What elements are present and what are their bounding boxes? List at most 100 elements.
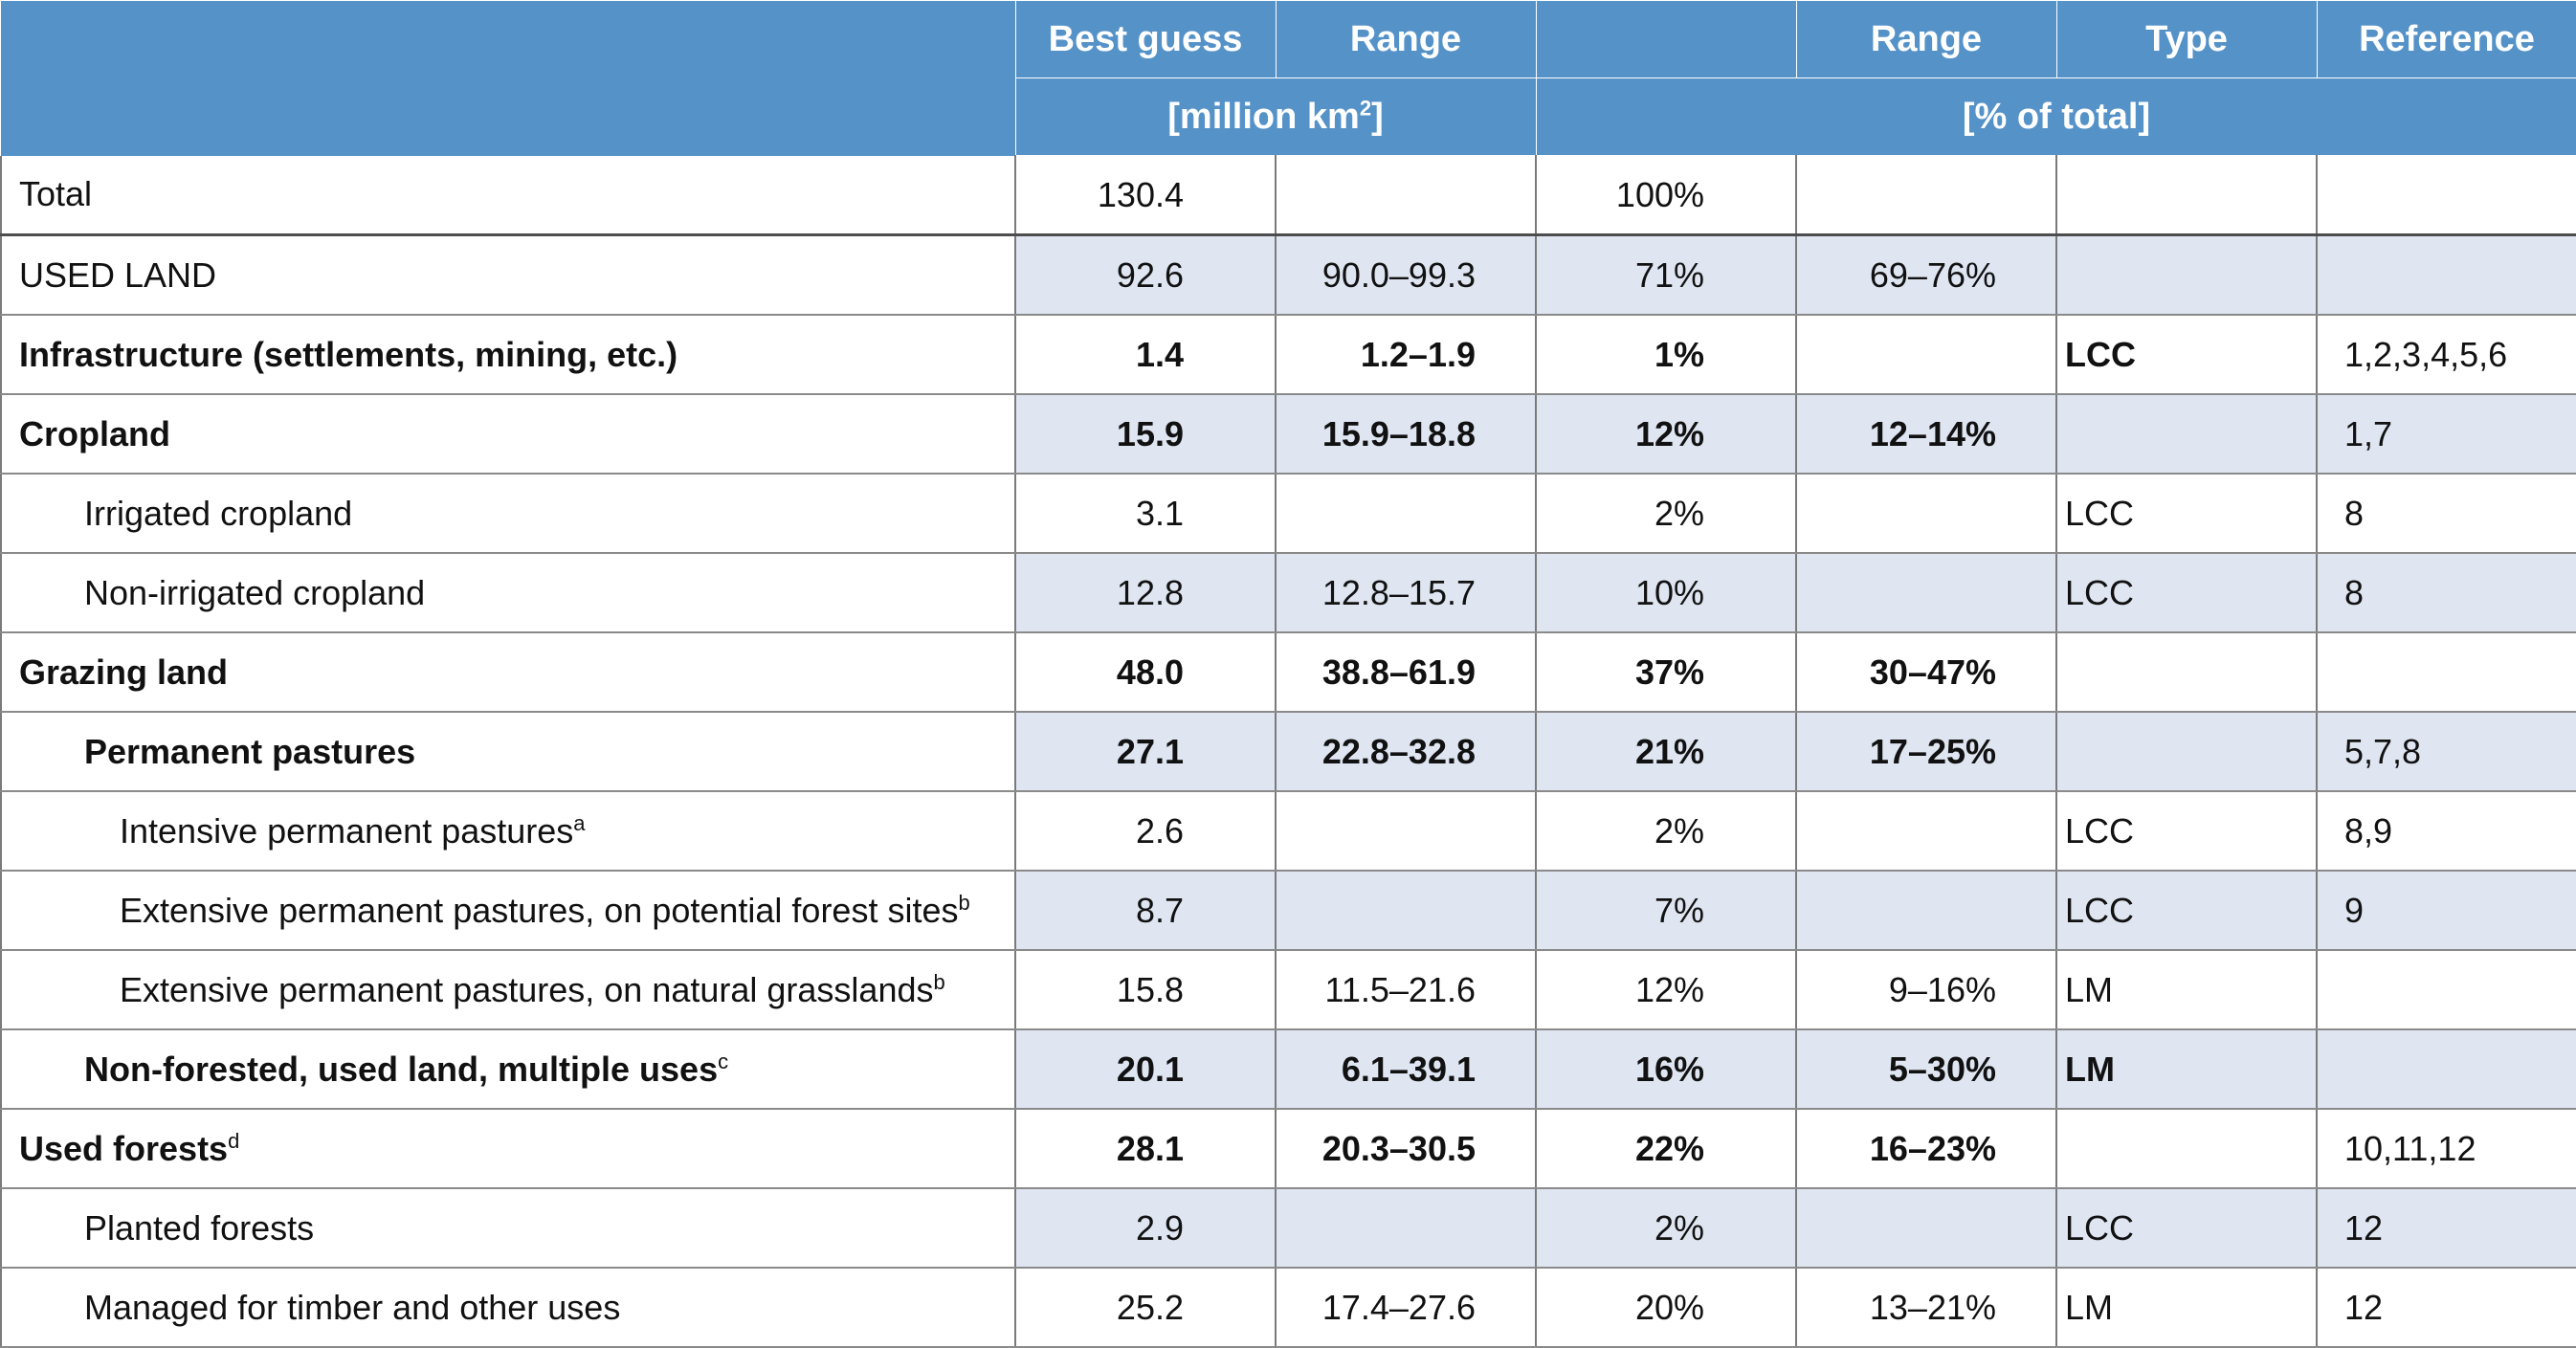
cell-best-guess: 15.8 xyxy=(1014,950,1277,1030)
row-label: Cropland xyxy=(0,394,1016,475)
cell-reference xyxy=(2316,155,2576,236)
cell-percent: 7% xyxy=(1535,871,1797,951)
cell-reference xyxy=(2316,950,2576,1030)
cell-percent: 2% xyxy=(1535,1188,1797,1269)
table-row-intensive-permanent-pastures: Intensive permanent pasturesa 2.6 2% LCC… xyxy=(0,791,2576,872)
cell-percent: 16% xyxy=(1535,1029,1797,1110)
table-row-planted-forests: Planted forests 2.9 2% LCC 12 xyxy=(0,1188,2576,1269)
cell-range xyxy=(1275,155,1537,236)
cell-type xyxy=(2055,394,2318,475)
cell-range xyxy=(1275,1188,1537,1269)
cell-percent: 12% xyxy=(1535,950,1797,1030)
cell-percent: 2% xyxy=(1535,474,1797,554)
cell-type: LCC xyxy=(2055,553,2318,633)
cell-range: 17.4–27.6 xyxy=(1275,1268,1537,1348)
cell-reference: 8,9 xyxy=(2316,791,2576,872)
cell-reference: 1,2,3,4,5,6 xyxy=(2316,315,2576,395)
cell-best-guess: 48.0 xyxy=(1014,632,1277,713)
header-range-area: Range xyxy=(1275,0,1537,78)
cell-reference: 1,7 xyxy=(2316,394,2576,475)
footnote-marker: d xyxy=(228,1128,240,1153)
cell-best-guess: 12.8 xyxy=(1014,553,1277,633)
footnote-marker: b xyxy=(958,890,970,915)
header-row-2: [million km2] [% of total] xyxy=(1,77,2576,156)
cell-percent-range xyxy=(1795,791,2057,872)
table-row-used-forests: Used forestsd 28.1 20.3–30.5 22% 16–23% … xyxy=(0,1109,2576,1189)
cell-type: LM xyxy=(2055,1268,2318,1348)
header-unit-area: [million km2] xyxy=(1014,77,1537,156)
row-label: Non-irrigated cropland xyxy=(0,553,1016,633)
cell-percent: 2% xyxy=(1535,791,1797,872)
header-unit-percent: [% of total] xyxy=(1535,77,2576,156)
cell-best-guess: 92.6 xyxy=(1014,234,1277,316)
cell-type: LCC xyxy=(2055,315,2318,395)
cell-best-guess: 8.7 xyxy=(1014,871,1277,951)
header-row-1: Best guess Range Range Type Reference xyxy=(1,0,2576,156)
cell-type: LCC xyxy=(2055,871,2318,951)
header-blank-percent xyxy=(1535,0,1797,78)
cell-percent-range xyxy=(1795,871,2057,951)
cell-reference: 12 xyxy=(2316,1188,2576,1269)
row-label: Planted forests xyxy=(0,1188,1016,1269)
cell-percent-range xyxy=(1795,1188,2057,1269)
footnote-marker: b xyxy=(933,969,945,994)
cell-reference: 8 xyxy=(2316,553,2576,633)
cell-reference: 9 xyxy=(2316,871,2576,951)
unit-area-superscript: 2 xyxy=(1359,95,1372,120)
cell-reference xyxy=(2316,1029,2576,1110)
row-label: Used forestsd xyxy=(0,1109,1016,1189)
cell-range: 1.2–1.9 xyxy=(1275,315,1537,395)
unit-area-prefix: [million km xyxy=(1167,96,1360,137)
cell-percent: 100% xyxy=(1535,155,1797,236)
table-row-cropland: Cropland 15.9 15.9–18.8 12% 12–14% 1,7 xyxy=(0,394,2576,475)
cell-best-guess: 27.1 xyxy=(1014,712,1277,792)
cell-reference: 10,11,12 xyxy=(2316,1109,2576,1189)
table-row-infrastructure: Infrastructure (settlements, mining, etc… xyxy=(0,315,2576,395)
cell-percent-range xyxy=(1795,155,2057,236)
cell-range: 15.9–18.8 xyxy=(1275,394,1537,475)
cell-range: 12.8–15.7 xyxy=(1275,553,1537,633)
header-blank-cell xyxy=(1,0,1015,156)
table-row-irrigated-cropland: Irrigated cropland 3.1 2% LCC 8 xyxy=(0,474,2576,554)
table-row-total: Total 130.4 100% xyxy=(0,155,2576,236)
table-row-non-forested-multiple-uses: Non-forested, used land, multiple usesc … xyxy=(0,1029,2576,1110)
table-row-grazing-land: Grazing land 48.0 38.8–61.9 37% 30–47% xyxy=(0,632,2576,713)
cell-percent-range: 9–16% xyxy=(1795,950,2057,1030)
cell-type xyxy=(2055,234,2318,316)
cell-type: LCC xyxy=(2055,1188,2318,1269)
cell-range: 38.8–61.9 xyxy=(1275,632,1537,713)
cell-type xyxy=(2055,155,2318,236)
row-label: Managed for timber and other uses xyxy=(0,1268,1016,1348)
header-type: Type xyxy=(2055,0,2318,78)
cell-best-guess: 25.2 xyxy=(1014,1268,1277,1348)
cell-percent-range: 30–47% xyxy=(1795,632,2057,713)
cell-range xyxy=(1275,474,1537,554)
row-label: USED LAND xyxy=(0,234,1016,316)
cell-reference: 5,7,8 xyxy=(2316,712,2576,792)
cell-type xyxy=(2055,632,2318,713)
row-label: Grazing land xyxy=(0,632,1016,713)
table-row-extensive-pastures-grasslands: Extensive permanent pastures, on natural… xyxy=(0,950,2576,1030)
cell-range: 90.0–99.3 xyxy=(1275,234,1537,316)
header-best-guess: Best guess xyxy=(1014,0,1277,78)
cell-type xyxy=(2055,1109,2318,1189)
cell-percent-range: 69–76% xyxy=(1795,234,2057,316)
cell-type xyxy=(2055,712,2318,792)
cell-type: LCC xyxy=(2055,791,2318,872)
cell-percent: 12% xyxy=(1535,394,1797,475)
row-label: Irrigated cropland xyxy=(0,474,1016,554)
cell-range: 6.1–39.1 xyxy=(1275,1029,1537,1110)
cell-best-guess: 2.6 xyxy=(1014,791,1277,872)
cell-percent-range: 17–25% xyxy=(1795,712,2057,792)
table-row-used-land: USED LAND 92.6 90.0–99.3 71% 69–76% xyxy=(0,234,2576,316)
cell-percent-range: 13–21% xyxy=(1795,1268,2057,1348)
table-row-non-irrigated-cropland: Non-irrigated cropland 12.8 12.8–15.7 10… xyxy=(0,553,2576,633)
cell-best-guess: 3.1 xyxy=(1014,474,1277,554)
cell-percent: 37% xyxy=(1535,632,1797,713)
table-row-managed-timber: Managed for timber and other uses 25.2 1… xyxy=(0,1268,2576,1348)
cell-percent-range: 16–23% xyxy=(1795,1109,2057,1189)
header-range-percent: Range xyxy=(1795,0,2057,78)
cell-type: LM xyxy=(2055,1029,2318,1110)
row-label: Total xyxy=(0,155,1016,236)
